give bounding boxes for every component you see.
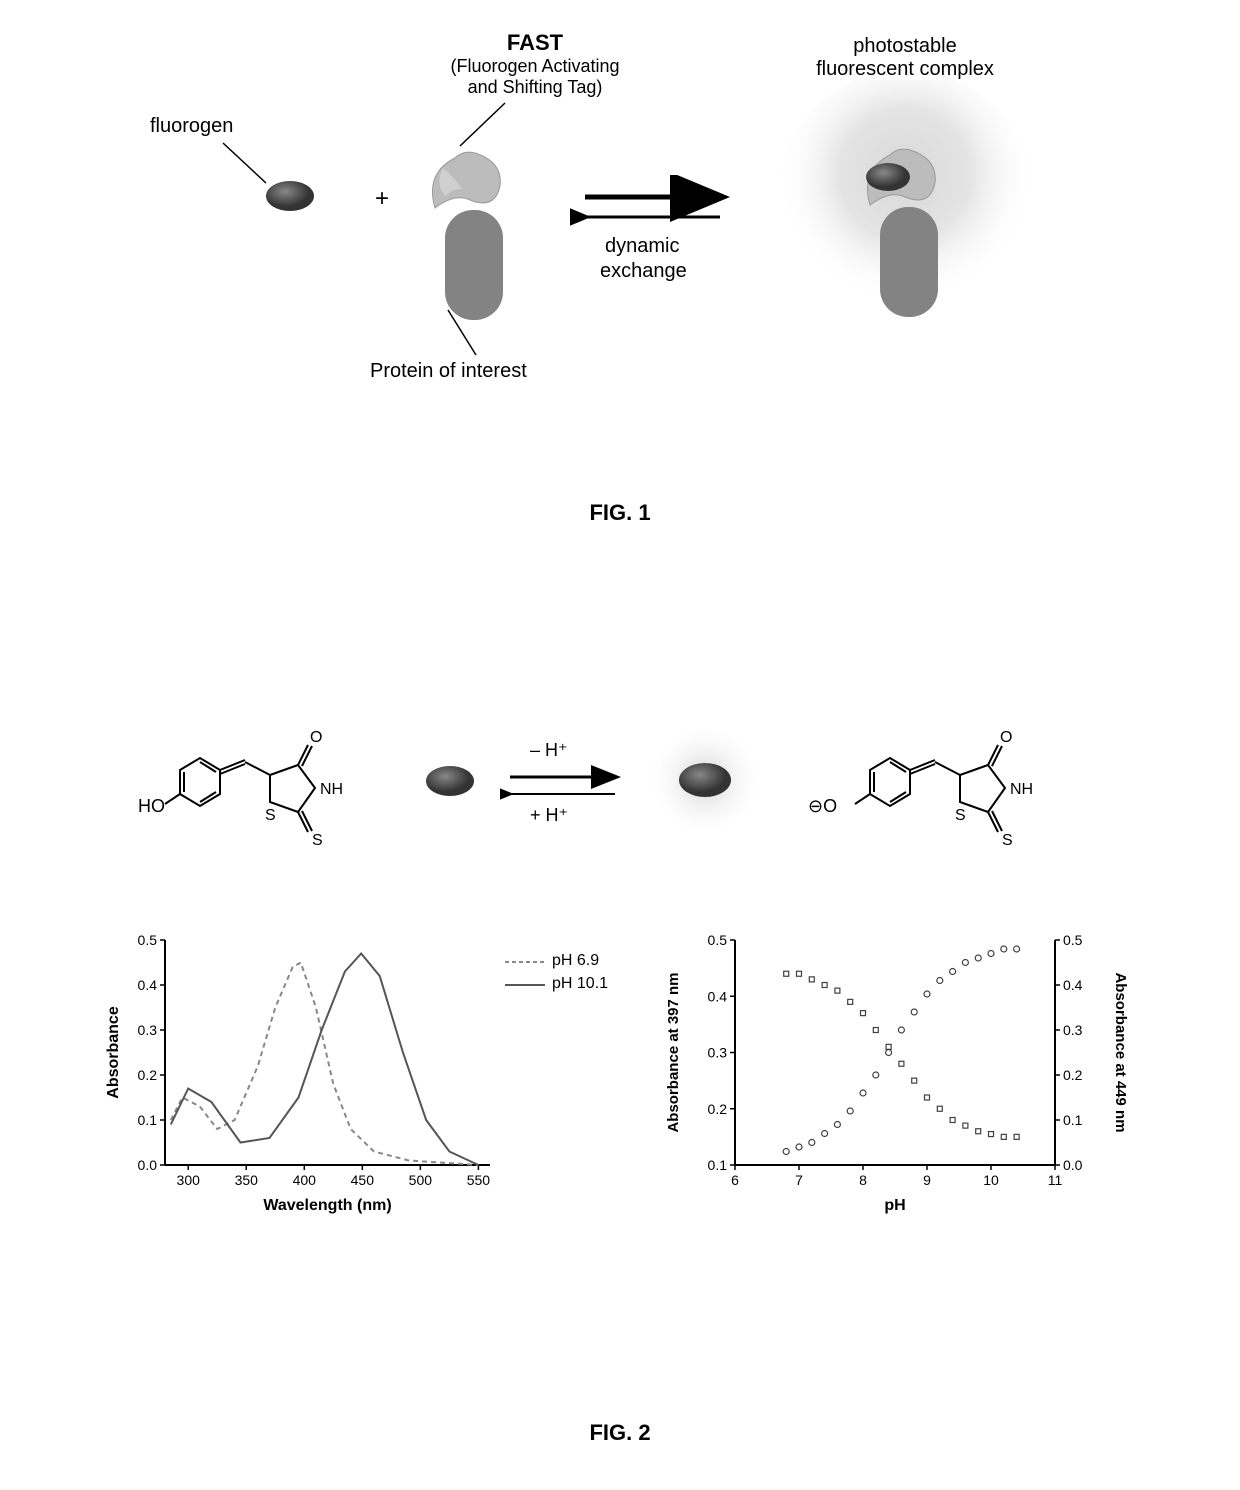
fast-title: FAST: [420, 30, 650, 56]
svg-text:S: S: [1002, 832, 1013, 849]
legend-ph69: pH 6.9: [552, 952, 599, 970]
svg-text:Absorbance at 397 nm: Absorbance at 397 nm: [665, 972, 682, 1132]
svg-text:O: O: [310, 729, 322, 746]
svg-text:HO: HO: [138, 796, 165, 816]
svg-text:NH: NH: [1010, 781, 1033, 798]
svg-text:0.4: 0.4: [708, 988, 728, 1004]
svg-text:300: 300: [177, 1172, 201, 1188]
svg-text:Absorbance at 449 nm: Absorbance at 449 nm: [1112, 972, 1129, 1132]
complex-label-block: photostable fluorescent complex: [790, 35, 1020, 81]
svg-text:500: 500: [409, 1172, 433, 1188]
svg-text:0.3: 0.3: [138, 1022, 158, 1038]
svg-text:0.5: 0.5: [138, 932, 158, 948]
fluorescent-complex-icon: [755, 80, 1055, 380]
svg-text:11: 11: [1048, 1172, 1063, 1188]
svg-text:400: 400: [293, 1172, 317, 1188]
dynamic-label1: dynamic: [605, 235, 679, 258]
svg-text:Wavelength (nm): Wavelength (nm): [263, 1197, 391, 1214]
svg-text:0.0: 0.0: [138, 1157, 158, 1173]
svg-text:7: 7: [795, 1172, 803, 1188]
right-chart-svg: 0.1 0.2 0.3 0.4 0.5 0.0 0.1 0.2 0.3 0.4 0.5 6 7 8 9 10 1…: [660, 930, 1130, 1220]
svg-text:9: 9: [923, 1172, 931, 1188]
svg-text:0.0: 0.0: [1063, 1157, 1083, 1173]
svg-text:S: S: [955, 807, 966, 824]
left-chart-legend: pH 6.9 pH 10.1: [500, 950, 640, 1005]
ph-titration-chart: 0.1 0.2 0.3 0.4 0.5 0.0 0.1 0.2 0.3 0.4 0.5 6 7 8 9 10 1…: [660, 930, 1130, 1220]
svg-text:pH: pH: [884, 1197, 905, 1214]
svg-text:0.4: 0.4: [138, 977, 158, 993]
svg-text:0.1: 0.1: [138, 1112, 158, 1128]
svg-text:0.4: 0.4: [1063, 977, 1083, 993]
fluorogen-label: fluorogen: [150, 115, 233, 138]
molecule-protonated-icon: HO O NH S S: [120, 720, 400, 860]
svg-text:350: 350: [235, 1172, 259, 1188]
svg-text:S: S: [312, 832, 323, 849]
fig1-caption: FIG. 1: [0, 500, 1240, 526]
protein-pointer: [428, 305, 488, 365]
complex-line2: fluorescent complex: [790, 58, 1020, 81]
molecule-deprotonated-icon: ⊖O O NH S S: [790, 720, 1090, 860]
svg-text:6: 6: [731, 1172, 739, 1188]
svg-text:0.2: 0.2: [138, 1067, 158, 1083]
svg-text:0.3: 0.3: [708, 1045, 728, 1061]
fast-sub2: and Shifting Tag): [420, 77, 650, 98]
svg-text:O: O: [1000, 729, 1012, 746]
fast-label-block: FAST (Fluorogen Activating and Shifting …: [420, 30, 650, 98]
legend-ph101: pH 10.1: [552, 975, 608, 993]
plus-sign: +: [375, 185, 389, 213]
fig2-caption: FIG. 2: [0, 1420, 1240, 1446]
left-chart-svg: 0.0 0.1 0.2 0.3 0.4 0.5 300 350 400 450 500 550 Wave…: [100, 930, 500, 1220]
svg-text:0.5: 0.5: [708, 932, 728, 948]
svg-text:0.1: 0.1: [708, 1157, 728, 1173]
svg-text:⊖O: ⊖O: [808, 796, 837, 816]
svg-text:0.2: 0.2: [708, 1101, 728, 1117]
glowing-fluorogen-icon: [640, 725, 770, 835]
minus-h-label: – H⁺: [530, 740, 568, 761]
dynamic-label2: exchange: [600, 260, 687, 283]
figure-2: HO O NH S S – H⁺ + H⁺: [100, 640, 1140, 1390]
svg-text:10: 10: [983, 1172, 999, 1188]
svg-text:0.5: 0.5: [1063, 932, 1083, 948]
svg-text:8: 8: [859, 1172, 867, 1188]
svg-text:450: 450: [351, 1172, 375, 1188]
absorbance-spectrum-chart: 0.0 0.1 0.2 0.3 0.4 0.5 300 350 400 450 500 550 Wave…: [100, 930, 500, 1220]
svg-text:NH: NH: [320, 781, 343, 798]
figure-1: fluorogen + FAST (Fluorogen Activating a…: [140, 20, 1100, 480]
fast-sub1: (Fluorogen Activating: [420, 56, 650, 77]
svg-text:0.2: 0.2: [1063, 1067, 1083, 1083]
dark-fluorogen-icon: [420, 760, 480, 802]
svg-text:0.3: 0.3: [1063, 1022, 1083, 1038]
complex-line1: photostable: [790, 35, 1020, 58]
svg-text:S: S: [265, 807, 276, 824]
svg-text:0.1: 0.1: [1063, 1112, 1083, 1128]
fluorogen-icon: [260, 175, 320, 217]
svg-text:Absorbance: Absorbance: [105, 1006, 122, 1099]
reaction-scheme: HO O NH S S – H⁺ + H⁺: [100, 700, 1140, 880]
plus-h-label: + H⁺: [530, 805, 568, 826]
svg-text:550: 550: [467, 1172, 491, 1188]
